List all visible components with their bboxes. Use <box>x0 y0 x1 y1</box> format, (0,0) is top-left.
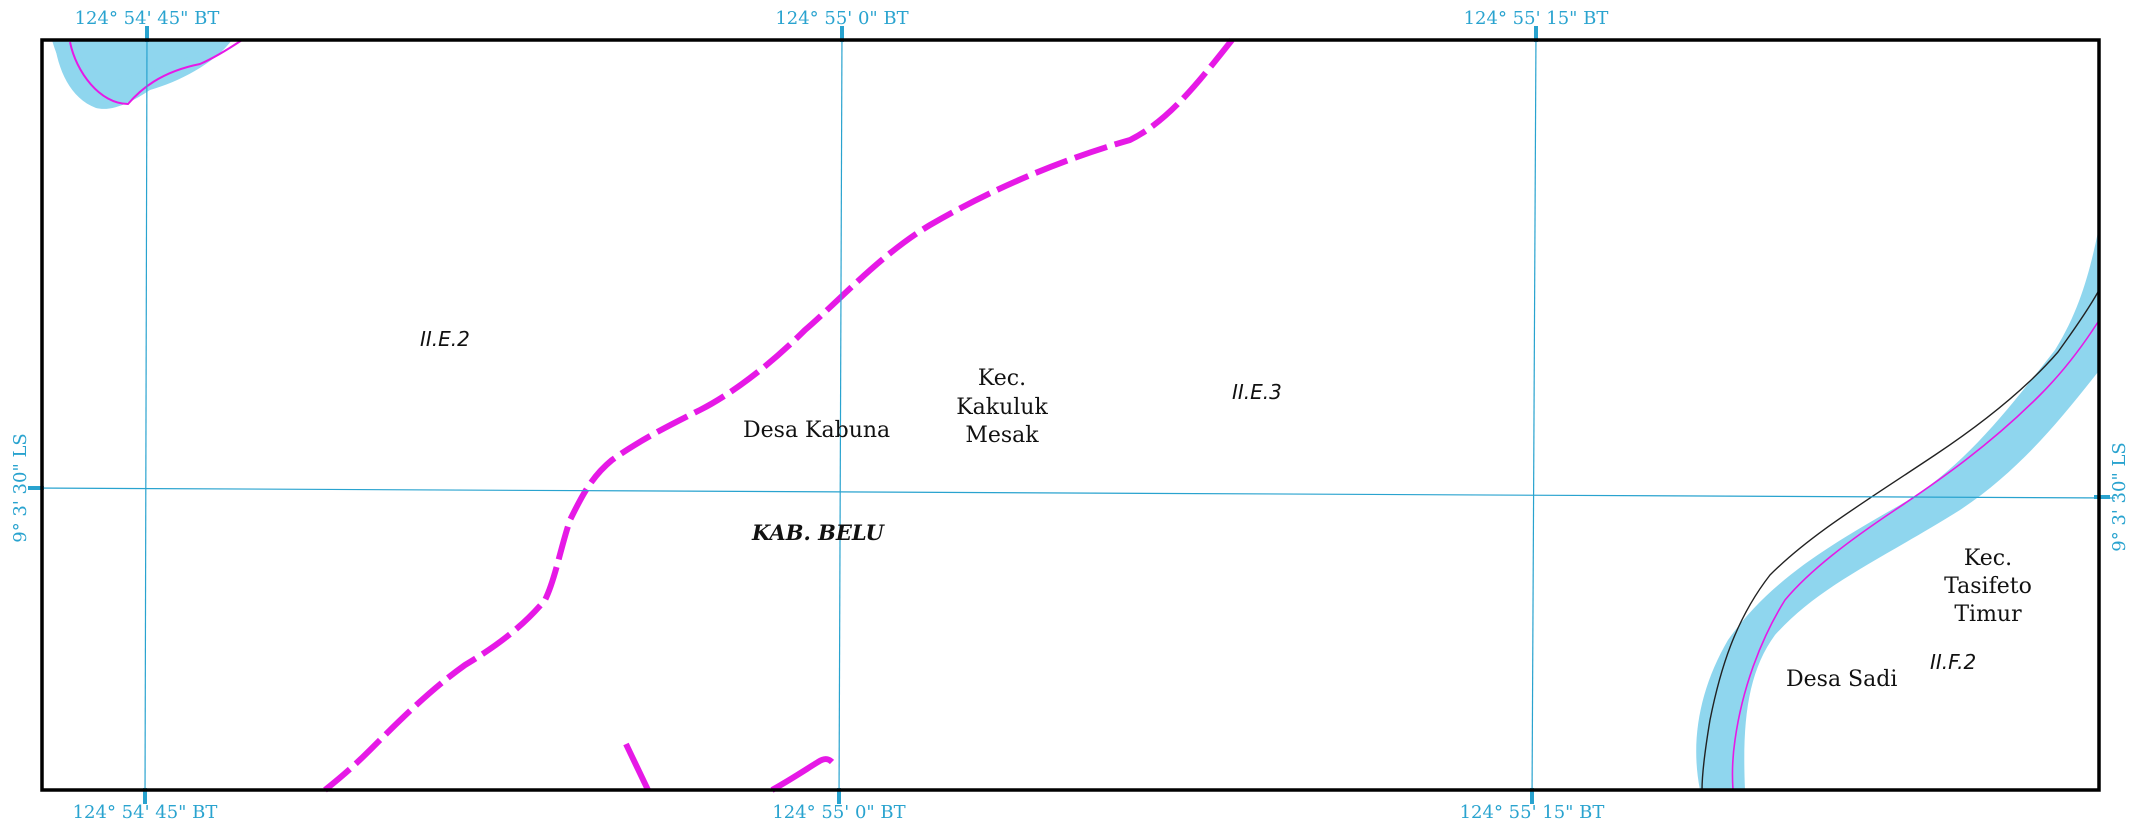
label-desa-sadi: Desa Sadi <box>1786 667 1897 692</box>
label-code-ilf2: II.F.2 <box>1930 650 1976 674</box>
river-bottom-right-boundary <box>1731 321 2099 791</box>
admin-boundary-fragment-2 <box>770 756 835 793</box>
coord-top-2: 124° 55' 0" BT <box>775 8 908 29</box>
map-labels: II.E.2 II.E.3 II.F.2 Desa Kabuna Kec. Ka… <box>420 327 2032 692</box>
graticule-line-x1 <box>144 29 148 803</box>
admin-boundaries <box>323 38 1235 793</box>
coord-top-1: 124° 54' 45" BT <box>75 8 220 29</box>
label-kec-kakuluk-3: Mesak <box>965 423 1039 448</box>
graticule-line-x3 <box>1531 29 1537 803</box>
label-code-ile2: II.E.2 <box>420 327 470 351</box>
coordinate-labels: 124° 54' 45" BT 124° 55' 0" BT 124° 55' … <box>10 8 2130 823</box>
graticule-line-y1 <box>29 487 2116 499</box>
map-frame <box>40 38 2101 792</box>
label-kec-tasifeto-1: Kec. <box>1964 546 2012 571</box>
admin-boundary-fragment-1 <box>623 742 651 792</box>
label-code-ile3: II.E.3 <box>1232 380 1282 404</box>
graticule <box>29 29 2116 803</box>
coord-bottom-1: 124° 54' 45" BT <box>73 802 218 823</box>
label-kec-tasifeto-2: Tasifeto <box>1944 574 2032 599</box>
coord-right: 9° 3' 30" LS <box>2109 442 2130 552</box>
label-desa-kabuna: Desa Kabuna <box>743 418 890 443</box>
label-kec-kakuluk-1: Kec. <box>978 366 1026 391</box>
coord-bottom-3: 124° 55' 15" BT <box>1460 802 1605 823</box>
label-kec-kakuluk-2: Kakuluk <box>956 395 1048 420</box>
label-kec-tasifeto-3: Timur <box>1954 602 2022 627</box>
coord-left: 9° 3' 30" LS <box>10 433 31 543</box>
river-bottom-right <box>1696 232 2099 791</box>
coord-top-3: 124° 55' 15" BT <box>1464 8 1609 29</box>
river-bottom-right-area <box>1696 232 2098 790</box>
label-kab-belu: KAB. BELU <box>751 520 885 545</box>
admin-boundary-main <box>323 38 1235 793</box>
coord-bottom-2: 124° 55' 0" BT <box>772 802 905 823</box>
river-top-left <box>52 39 243 109</box>
river-bottom-right-centerline <box>1701 291 2099 791</box>
graticule-line-x2 <box>838 29 843 803</box>
